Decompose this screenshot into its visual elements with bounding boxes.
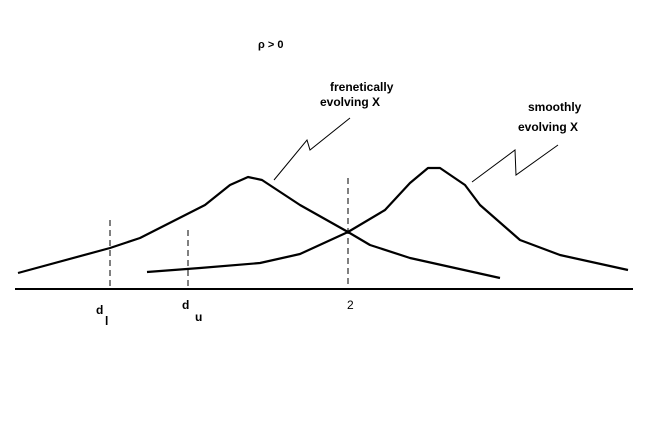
curve-label: evolving X [320, 95, 380, 109]
leader-line [471, 144, 559, 183]
axis-subscript: l [105, 314, 108, 328]
axis-label: d [96, 303, 103, 317]
axis-label: 2 [347, 298, 354, 312]
curve-label: frenetically [330, 80, 394, 94]
curve-label: smoothly [528, 100, 582, 114]
curve-label: evolving X [518, 120, 578, 134]
leader-line [273, 117, 351, 181]
smooth-curve [146, 166, 629, 274]
condition-label: ρ > 0 [258, 39, 283, 51]
axis-subscript: u [195, 310, 202, 324]
frenetic-curve [17, 175, 501, 280]
axis-label: d [182, 298, 189, 312]
